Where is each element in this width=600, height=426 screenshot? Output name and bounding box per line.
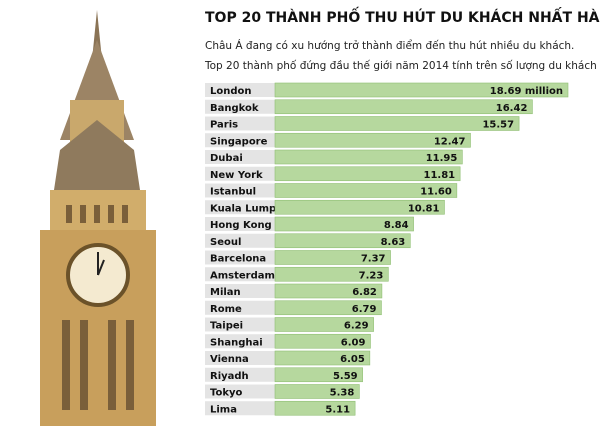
category-label: Istanbul xyxy=(210,187,256,198)
label-cell xyxy=(205,351,275,365)
chart-title: TOP 20 THÀNH PHỐ THU HÚT DU KHÁCH NHẤT H… xyxy=(205,6,600,26)
subtitle: Châu Á đang có xu hướng trở thành điểm đ… xyxy=(205,39,574,52)
category-label: Vienna xyxy=(210,354,249,365)
category-label: Rome xyxy=(210,304,242,315)
value-label: 11.95 xyxy=(426,153,458,164)
value-label: 5.38 xyxy=(330,388,355,399)
value-label: 7.23 xyxy=(359,270,384,281)
bar xyxy=(274,216,414,232)
bar xyxy=(274,384,360,399)
bar xyxy=(274,199,445,215)
bar xyxy=(274,132,471,148)
category-label: Shanghai xyxy=(210,337,263,348)
category-label: Paris xyxy=(210,120,238,131)
value-label: 6.79 xyxy=(352,304,377,315)
label-cell xyxy=(205,401,275,416)
label-cell xyxy=(205,284,275,298)
category-label: Singapore xyxy=(210,136,268,147)
label-cell xyxy=(205,116,275,131)
label-cell xyxy=(205,384,275,399)
label-cell xyxy=(205,233,275,248)
value-label: 6.09 xyxy=(341,337,366,348)
value-label: 5.11 xyxy=(325,404,350,415)
value-label: 7.37 xyxy=(361,254,386,265)
value-label: 10.81 xyxy=(408,203,440,214)
value-label: 6.29 xyxy=(344,321,369,332)
bar xyxy=(274,333,371,349)
value-label: 6.82 xyxy=(352,287,377,298)
label-cell xyxy=(205,267,275,282)
category-label: Bangkok xyxy=(210,103,259,114)
category-label: Kuala Lumpur xyxy=(210,203,288,214)
category-label: Tokyo xyxy=(210,388,243,399)
bar xyxy=(274,233,411,249)
category-label: Seoul xyxy=(210,237,241,248)
label-cell xyxy=(205,217,275,231)
category-label: Riyadh xyxy=(210,371,249,382)
bar xyxy=(274,283,383,299)
label-cell xyxy=(205,133,275,148)
bar xyxy=(274,300,382,316)
category-label: Taipei xyxy=(210,321,243,332)
category-label: New York xyxy=(210,170,263,181)
label-cell xyxy=(205,250,275,265)
bar xyxy=(274,250,391,265)
value-label: 6.05 xyxy=(340,354,365,365)
value-label: 15.57 xyxy=(482,120,514,131)
label-cell xyxy=(205,200,275,215)
value-label: 12.47 xyxy=(434,136,466,147)
bar xyxy=(274,183,458,198)
value-label: 5.59 xyxy=(333,371,358,382)
note: Top 20 thành phố đứng đầu thế giới năm 2… xyxy=(204,60,600,72)
label-cell xyxy=(205,334,275,349)
bar xyxy=(274,266,389,282)
label-cell xyxy=(205,317,275,332)
bar xyxy=(274,400,356,416)
category-label: Dubai xyxy=(210,153,243,164)
bar xyxy=(274,149,463,165)
bar xyxy=(274,99,533,115)
value-label: 11.81 xyxy=(424,170,456,181)
bar xyxy=(274,317,374,332)
category-label: London xyxy=(210,86,252,97)
value-label: 18.69 million xyxy=(490,86,563,97)
bar xyxy=(274,116,520,131)
value-label: 11.60 xyxy=(420,187,452,198)
bar xyxy=(274,82,569,98)
category-label: Amsterdam xyxy=(210,270,275,281)
label-cell xyxy=(205,166,275,181)
category-label: Milan xyxy=(210,287,241,298)
category-label: Hong Kong xyxy=(210,220,272,231)
label-cell xyxy=(205,83,275,97)
bar xyxy=(274,166,461,182)
label-cell xyxy=(205,183,275,198)
label-cell xyxy=(205,99,275,114)
value-label: 8.63 xyxy=(381,237,406,248)
tower-illustration xyxy=(0,0,190,426)
label-cell xyxy=(205,150,275,164)
category-label: Barcelona xyxy=(210,254,266,265)
bar xyxy=(274,367,363,383)
value-label: 8.84 xyxy=(384,220,409,231)
value-label: 16.42 xyxy=(496,103,528,114)
category-label: Lima xyxy=(210,404,237,415)
label-cell xyxy=(205,300,275,315)
label-cell xyxy=(205,367,275,382)
bar xyxy=(274,350,371,366)
